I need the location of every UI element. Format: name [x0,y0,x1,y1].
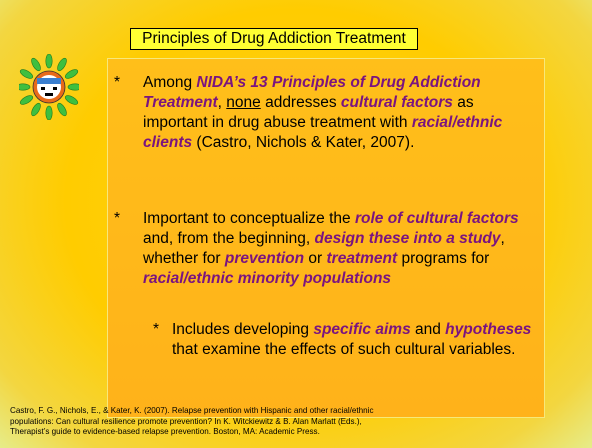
text-run: Among [143,74,196,91]
emphasis: hypotheses [445,321,531,338]
text-run: or [304,250,326,267]
content-box: * Among NIDA’s 13 Principles of Drug Addi… [107,58,545,418]
reference-line: Therapist’s guide to evidence-based rela… [10,427,374,438]
sun-icon [19,54,79,120]
reference-line: populations: Can cultural resilience pro… [10,417,374,428]
emphasis: specific aims [313,321,410,338]
text-run: addresses [261,94,341,111]
slide: Principles of Drug Addiction Treatment *… [0,0,592,448]
bullet-marker: * [114,73,120,93]
bullet-text: Includes developing specific aims and hy… [172,320,532,360]
reference: Castro, F. G., Nichols, E., & Kater, K. … [10,406,374,438]
text-run: none [226,94,260,111]
bullet-text: Important to conceptualize the role of c… [143,209,538,289]
bullet-text: Among NIDA’s 13 Principles of Drug Addic… [143,73,538,153]
reference-line: Castro, F. G., Nichols, E., & Kater, K. … [10,406,374,417]
text-run: and [411,321,445,338]
text-run: Important to conceptualize the [143,210,355,227]
slide-title: Principles of Drug Addiction Treatment [130,28,418,50]
text-run: (Castro, Nichols & Kater, 2007). [192,134,414,151]
emphasis: cultural factors [341,94,453,111]
text-run: programs for [397,250,489,267]
emphasis: racial/ethnic minority populations [143,270,391,287]
text-run: that examine the effects of such cultura… [172,341,515,358]
text-run: Includes developing [172,321,313,338]
text-run: , [218,94,227,111]
bullet-marker: * [114,209,120,229]
emphasis: design these into a study [314,230,500,247]
bullet-marker: * [153,320,159,340]
emphasis: prevention [225,250,304,267]
text-run: and, from the beginning, [143,230,314,247]
emphasis: treatment [327,250,398,267]
emphasis: role of cultural factors [355,210,519,227]
